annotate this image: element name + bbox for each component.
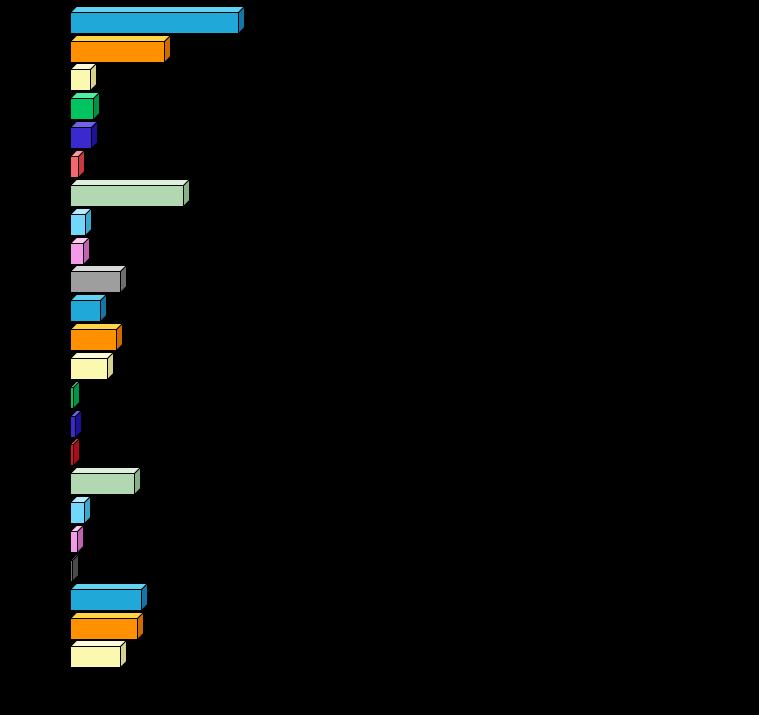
bar-top-face	[69, 583, 149, 590]
bar-12[interactable]	[69, 322, 124, 352]
bar-side-face	[100, 293, 107, 323]
bar-17[interactable]	[69, 466, 142, 496]
bar-top-face	[69, 467, 142, 474]
bar-top-face	[69, 179, 191, 186]
bar-5[interactable]	[69, 120, 99, 150]
bar-side-face	[72, 553, 79, 583]
bar-side-face	[120, 264, 127, 294]
bar-side-face	[83, 236, 90, 266]
bar-6[interactable]	[69, 149, 86, 179]
bar-side-face	[134, 466, 141, 496]
bar-23[interactable]	[69, 639, 128, 669]
bar-top-face	[69, 323, 124, 330]
bar-side-face	[137, 611, 144, 641]
bar-side-face	[93, 91, 100, 121]
bar-top-face	[69, 35, 172, 42]
bar-front-face	[70, 646, 121, 668]
bar-side-face	[75, 409, 82, 439]
bar-front-face	[70, 12, 239, 34]
bar-front-face	[70, 473, 135, 495]
bar-side-face	[116, 322, 123, 352]
bar-7[interactable]	[69, 178, 191, 208]
bar-2[interactable]	[69, 34, 172, 64]
bar-front-face	[70, 127, 92, 149]
bar-15[interactable]	[69, 409, 83, 439]
bar-3[interactable]	[69, 62, 98, 92]
bar-front-face	[70, 271, 121, 293]
bar-front-face	[70, 300, 101, 322]
bar-front-face	[70, 214, 86, 236]
bar-front-face	[70, 41, 165, 63]
bar-front-face	[70, 416, 76, 438]
bar-top-face	[69, 6, 246, 13]
bar-side-face	[107, 351, 114, 381]
bar-10[interactable]	[69, 264, 128, 294]
bar-14[interactable]	[69, 380, 81, 410]
bar-20[interactable]	[69, 553, 80, 583]
bar-front-face	[70, 358, 108, 380]
bar-front-face	[70, 69, 91, 91]
bar-9[interactable]	[69, 236, 91, 266]
bar-front-face	[70, 98, 94, 120]
bar-11[interactable]	[69, 293, 108, 323]
bar-side-face	[73, 380, 80, 410]
bar-side-face	[164, 34, 171, 64]
bar-front-face	[70, 185, 184, 207]
bar-18[interactable]	[69, 495, 92, 525]
bar-side-face	[183, 178, 190, 208]
bar-13[interactable]	[69, 351, 115, 381]
bar-side-face	[90, 62, 97, 92]
bar-16[interactable]	[69, 437, 81, 467]
bar-front-face	[70, 502, 85, 524]
bar-1[interactable]	[69, 5, 246, 35]
bar-front-face	[70, 589, 142, 611]
bar-side-face	[73, 437, 80, 467]
bar-19[interactable]	[69, 524, 85, 554]
bar-side-face	[238, 5, 245, 35]
bar-8[interactable]	[69, 207, 93, 237]
bar-front-face	[70, 618, 138, 640]
bar-4[interactable]	[69, 91, 101, 121]
bar-side-face	[78, 149, 85, 179]
bar-top-face	[69, 265, 128, 272]
bar-top-face	[69, 352, 115, 359]
bar-front-face	[70, 156, 79, 178]
bar-side-face	[91, 120, 98, 150]
bar-side-face	[85, 207, 92, 237]
bar-front-face	[70, 329, 117, 351]
bar-side-face	[77, 524, 84, 554]
bar-top-face	[69, 612, 145, 619]
bar-side-face	[141, 582, 148, 612]
bar-21[interactable]	[69, 582, 149, 612]
bar-front-face	[70, 531, 78, 553]
bar-top-face	[69, 640, 128, 647]
bar-front-face	[70, 243, 84, 265]
bar-side-face	[84, 495, 91, 525]
bar-22[interactable]	[69, 611, 145, 641]
bar-side-face	[120, 639, 127, 669]
